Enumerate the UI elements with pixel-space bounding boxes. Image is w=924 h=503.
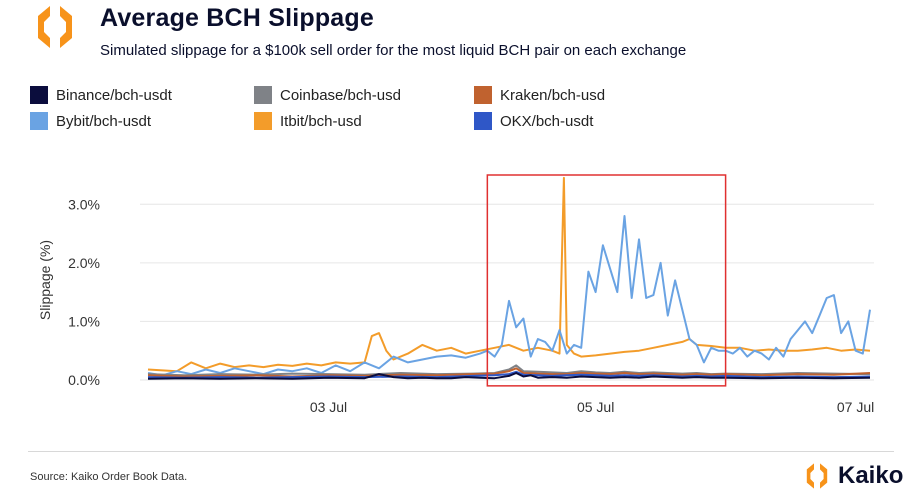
legend-label: Binance/bch-usdt bbox=[56, 86, 172, 104]
legend-label: Coinbase/bch-usd bbox=[280, 86, 401, 104]
kaiko-logo-icon bbox=[38, 6, 72, 48]
legend-swatch bbox=[474, 86, 492, 104]
y-tick-label: 1.0% bbox=[68, 313, 100, 329]
legend-item-bybit[interactable]: Bybit/bch-usdt bbox=[30, 112, 151, 130]
y-tick-label: 2.0% bbox=[68, 255, 100, 271]
legend-label: OKX/bch-usdt bbox=[500, 112, 594, 130]
y-tick-label: 0.0% bbox=[68, 372, 100, 388]
legend-item-kraken[interactable]: Kraken/bch-usd bbox=[474, 86, 605, 104]
x-tick-label: 05 Jul bbox=[577, 399, 614, 415]
kaiko-brand: Kaiko bbox=[802, 461, 903, 491]
chart-title: Average BCH Slippage bbox=[100, 4, 374, 32]
legend-item-binance[interactable]: Binance/bch-usdt bbox=[30, 86, 172, 104]
footer-divider bbox=[28, 451, 894, 452]
y-axis: 0.0% 1.0% 2.0% 3.0% bbox=[68, 196, 100, 388]
series-lines bbox=[147, 176, 871, 380]
legend-item-coinbase[interactable]: Coinbase/bch-usd bbox=[254, 86, 401, 104]
x-tick-label: 07 Jul bbox=[837, 399, 874, 415]
kaiko-brand-icon bbox=[806, 463, 828, 489]
highlight-rectangle bbox=[486, 174, 727, 387]
legend-label: Bybit/bch-usdt bbox=[56, 112, 152, 130]
y-axis-label: Slippage (%) bbox=[37, 240, 53, 320]
slippage-line-chart: 0.0% 1.0% 2.0% 3.0% 03 Jul 05 Jul 07 Jul Slip… bbox=[37, 174, 874, 415]
legend-label: Itbit/bch-usd bbox=[280, 112, 362, 130]
legend-item-okx[interactable]: OKX/bch-usdt bbox=[474, 112, 593, 130]
x-tick-label: 03 Jul bbox=[310, 399, 347, 415]
legend-swatch bbox=[474, 112, 492, 130]
legend-swatch bbox=[254, 86, 272, 104]
brand-name: Kaiko bbox=[838, 462, 904, 489]
gridlines bbox=[140, 203, 874, 381]
legend-swatch bbox=[254, 112, 272, 130]
legend-swatch bbox=[30, 112, 48, 130]
series-line-binance-bch-usdt bbox=[147, 372, 871, 380]
series-line-okx-bch-usdt bbox=[147, 370, 871, 379]
legend-item-itbit[interactable]: Itbit/bch-usd bbox=[254, 112, 362, 130]
legend-label: Kraken/bch-usd bbox=[500, 86, 606, 104]
x-axis: 03 Jul 05 Jul 07 Jul bbox=[310, 399, 874, 415]
highlight-box bbox=[486, 174, 727, 387]
series-line-itbit-bch-usd bbox=[147, 176, 871, 373]
legend-swatch bbox=[30, 86, 48, 104]
chart-subtitle: Simulated slippage for a $100k sell orde… bbox=[100, 42, 687, 59]
series-line-kraken-bch-usd bbox=[147, 367, 871, 378]
series-line-bybit-bch-usdt bbox=[147, 215, 871, 377]
source-note: Source: Kaiko Order Book Data. bbox=[30, 471, 188, 483]
y-tick-label: 3.0% bbox=[68, 196, 100, 212]
